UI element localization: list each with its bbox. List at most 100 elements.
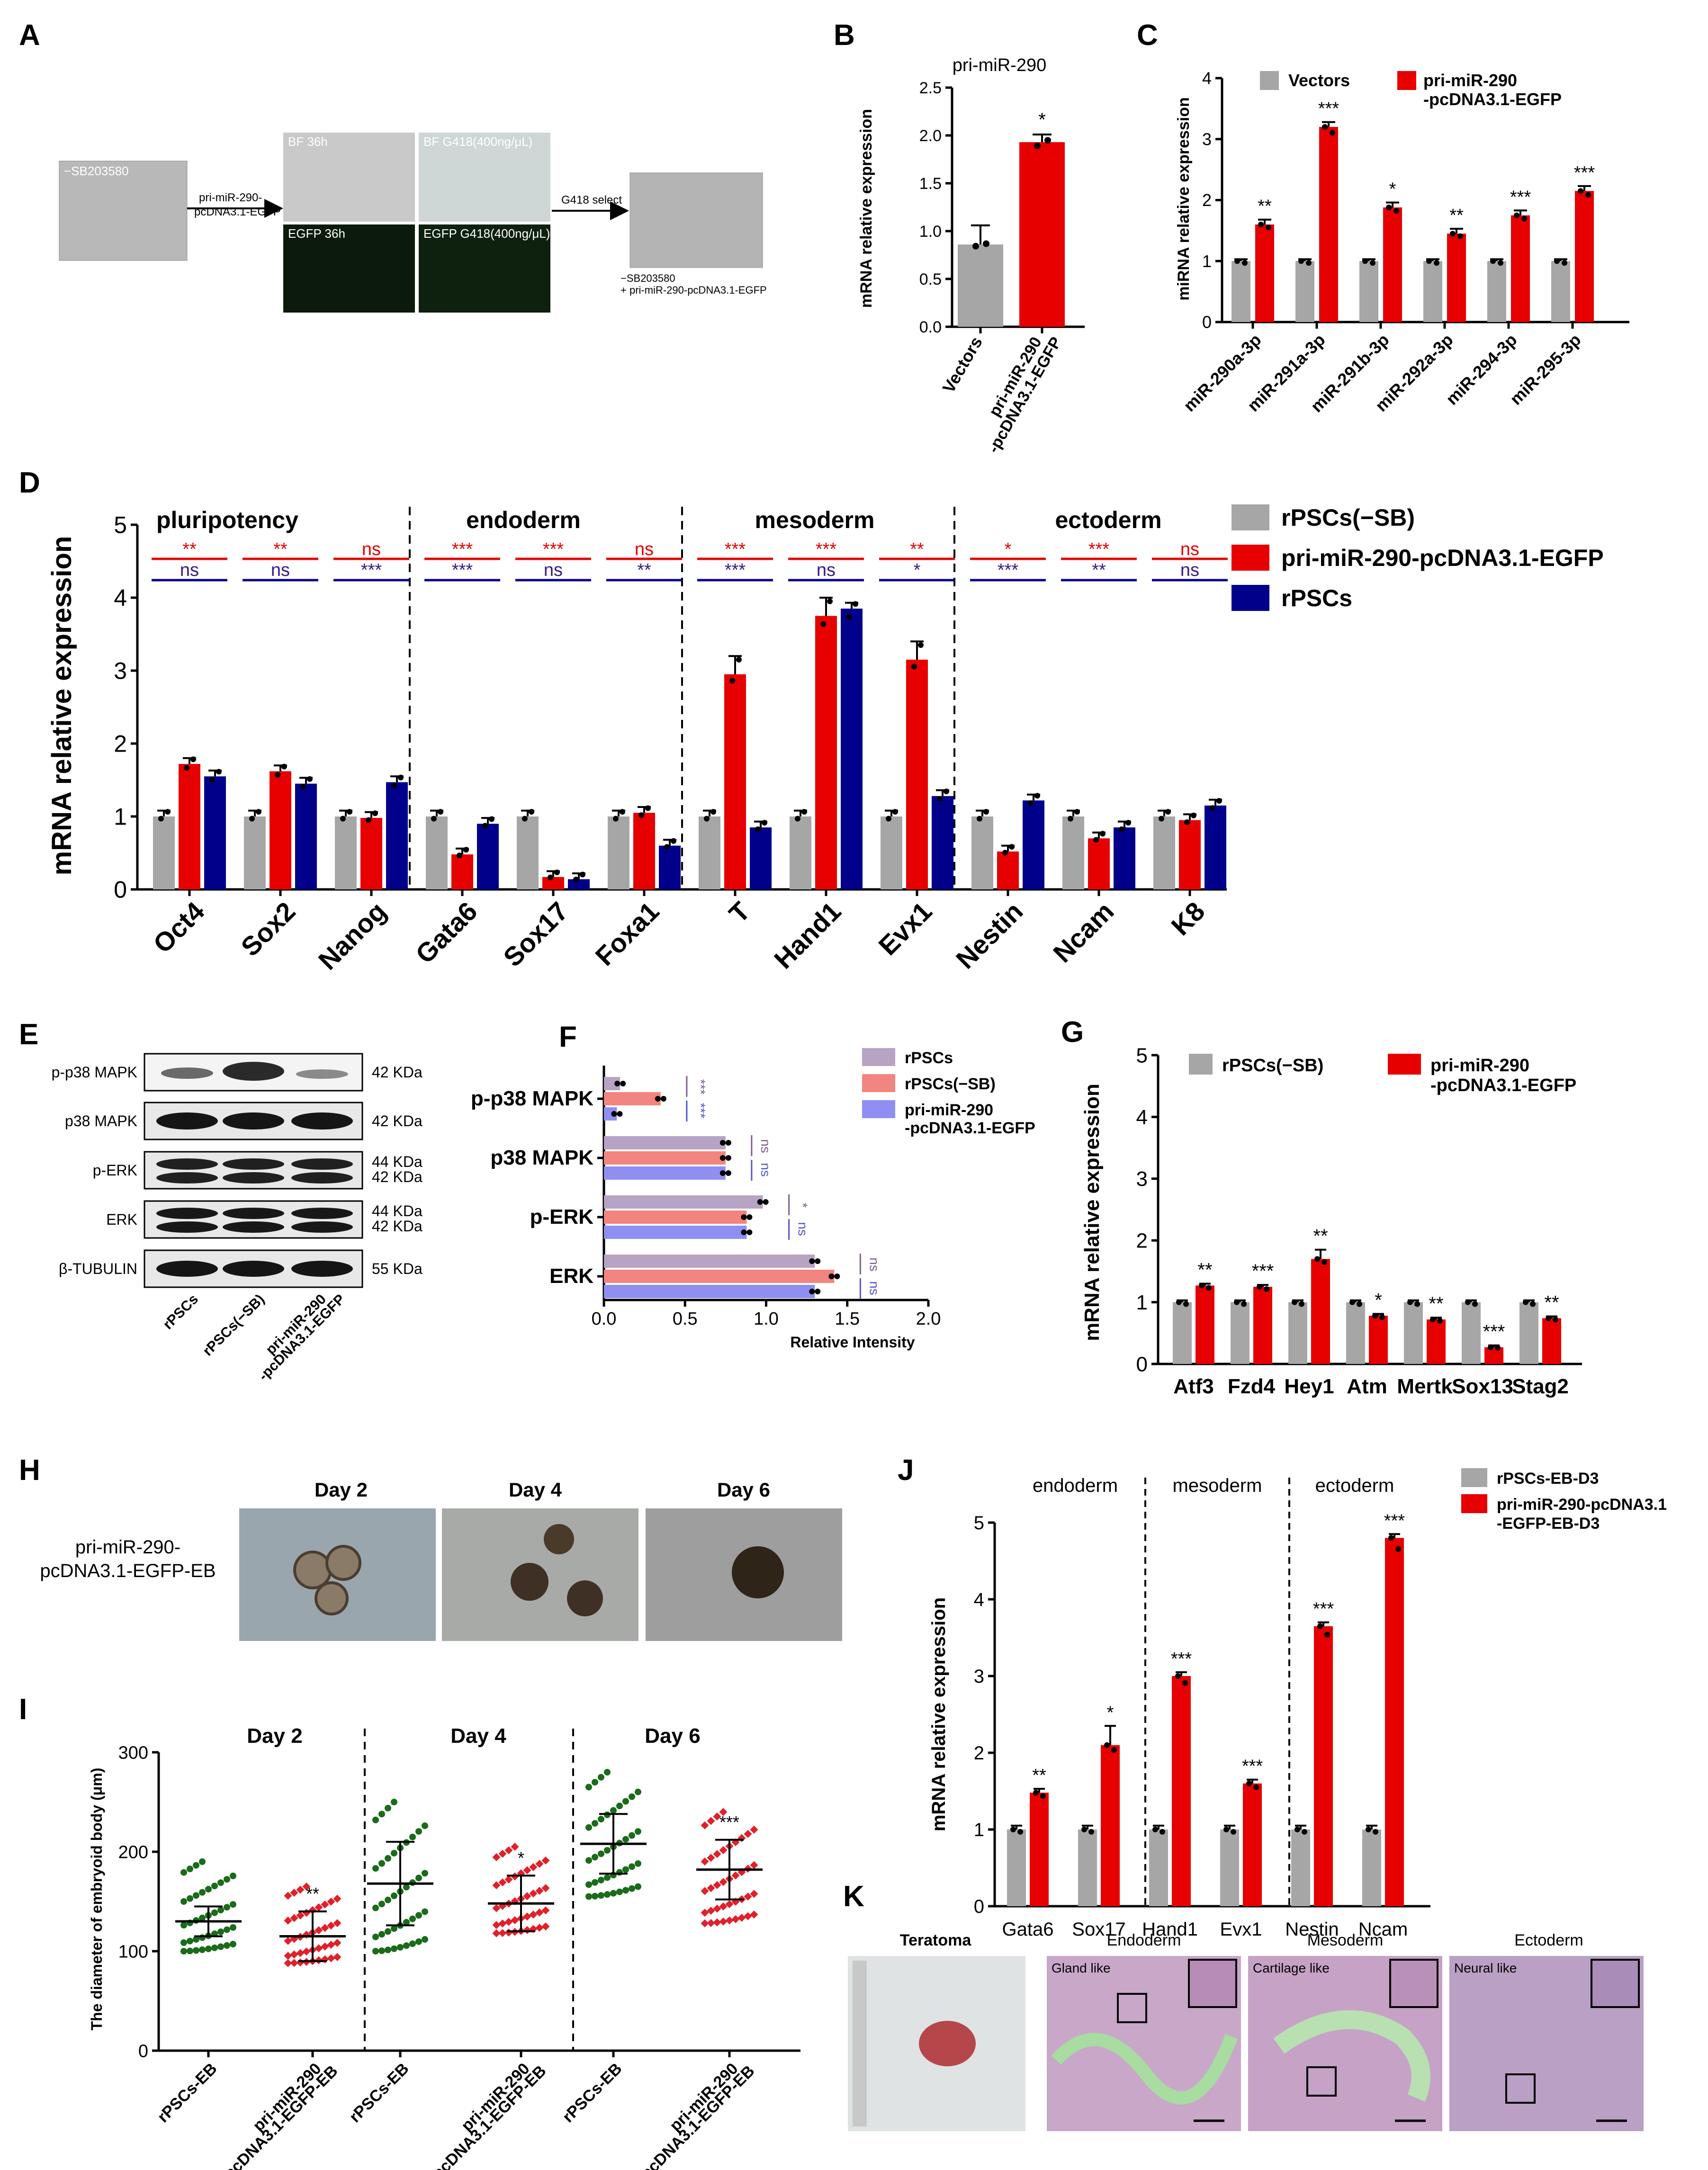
data-point	[347, 809, 352, 815]
bar	[1179, 820, 1201, 889]
data-point	[224, 1904, 230, 1911]
data-point	[1302, 1829, 1307, 1835]
legend-label: rPSCs(−SB)	[1222, 1056, 1323, 1076]
data-point	[983, 240, 989, 247]
data-point	[180, 1922, 187, 1929]
significance-label: ***	[361, 560, 382, 580]
significance-label: ns	[362, 539, 381, 559]
data-point	[1044, 137, 1051, 144]
band	[291, 1221, 353, 1233]
legend-swatch	[1388, 1054, 1421, 1075]
x-tick-label: rPSCs-EB	[559, 2060, 625, 2126]
band	[223, 1221, 284, 1233]
data-point	[853, 601, 858, 607]
data-point	[1258, 222, 1264, 227]
data-point	[284, 1916, 292, 1925]
y-tick-label: 1.5	[919, 175, 942, 193]
data-point	[187, 1937, 193, 1945]
panel-label-h: H	[19, 1454, 40, 1487]
data-point	[391, 1925, 397, 1932]
bar	[1101, 1745, 1120, 1906]
bar	[604, 1195, 763, 1209]
data-point	[707, 1817, 715, 1825]
data-point	[755, 826, 761, 833]
data-point	[193, 1947, 199, 1954]
data-point	[1292, 1299, 1297, 1305]
band	[156, 1112, 218, 1130]
data-point	[535, 1887, 544, 1895]
data-point	[592, 1820, 598, 1827]
band	[291, 1172, 353, 1184]
y-tick-label: 1	[1202, 251, 1212, 271]
data-point	[193, 1892, 199, 1899]
panel-label-j: J	[898, 1454, 914, 1487]
significance-label: ns	[180, 560, 199, 580]
group-label: Day 6	[645, 1724, 700, 1748]
data-point	[598, 1892, 604, 1899]
data-point	[385, 1928, 391, 1935]
kda-label: 42 KDa	[372, 1168, 423, 1185]
significance-label: ns	[758, 1139, 773, 1153]
data-point	[199, 1914, 206, 1921]
data-point	[385, 1804, 391, 1811]
data-point	[610, 1807, 617, 1814]
bar	[1173, 1302, 1192, 1364]
bar	[1243, 1783, 1262, 1906]
data-point	[1317, 1623, 1323, 1629]
data-point	[541, 1922, 550, 1931]
data-point	[1176, 1299, 1182, 1305]
significance-label: *	[1375, 1290, 1382, 1310]
significance-label: *	[518, 1848, 524, 1867]
data-point	[438, 809, 443, 815]
bar	[1385, 1538, 1404, 1906]
data-point	[327, 1921, 335, 1930]
data-point	[629, 1885, 635, 1892]
x-tick-label: 2.0	[916, 1309, 941, 1329]
data-point	[284, 1937, 292, 1945]
bar	[1231, 1302, 1250, 1364]
group-label: mesoderm	[1173, 1475, 1262, 1496]
y-tick-label: 2	[1136, 1229, 1148, 1253]
significance-label: **	[910, 539, 924, 559]
band	[291, 1208, 353, 1219]
y-tick-label: 1	[1136, 1291, 1148, 1314]
data-point	[1324, 1632, 1330, 1638]
data-point	[736, 656, 742, 663]
significance-label: ***	[1171, 1649, 1192, 1669]
panel-label-b: B	[834, 19, 855, 52]
data-point	[1216, 798, 1222, 804]
data-point	[750, 1890, 758, 1898]
significance-label: ns	[1180, 539, 1199, 559]
data-point	[1434, 260, 1439, 266]
legend-swatch	[1461, 1494, 1487, 1513]
data-point	[616, 1888, 623, 1895]
y-tick-label: 0.5	[919, 270, 942, 288]
data-point	[523, 1866, 531, 1874]
bar	[699, 816, 720, 889]
data-point	[1191, 812, 1196, 818]
inset-box	[1505, 2073, 1536, 2104]
x-tick-label: Sox17	[497, 896, 574, 972]
arrow-label-1: pri-miR-290-	[199, 191, 262, 204]
data-point	[482, 823, 488, 829]
y-tick-label: 3	[1202, 129, 1212, 149]
data-point	[1362, 258, 1368, 264]
bar	[1078, 1829, 1097, 1906]
y-tick-label: p38 MAPK	[490, 1146, 593, 1169]
data-point	[622, 1887, 629, 1894]
data-point	[573, 877, 579, 883]
data-point	[158, 816, 164, 822]
data-point	[199, 1934, 206, 1941]
bar	[1383, 207, 1402, 322]
y-tick-label: 300	[118, 1743, 148, 1763]
x-tick-label: -pcDNA3.1-EGFP-EB	[425, 2062, 549, 2170]
data-point	[1009, 844, 1015, 850]
band	[223, 1172, 284, 1184]
data-point	[610, 1890, 617, 1897]
data-point	[205, 1946, 212, 1953]
data-point	[187, 1895, 193, 1902]
bar	[881, 816, 902, 889]
data-point	[585, 1893, 592, 1900]
x-tick-label: Mertk	[1397, 1375, 1453, 1398]
data-point	[725, 1916, 734, 1925]
